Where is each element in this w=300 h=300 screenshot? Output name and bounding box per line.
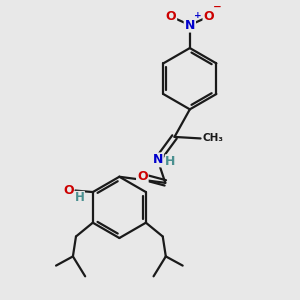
Text: O: O [203,10,214,23]
Text: O: O [166,10,176,23]
Text: N: N [184,19,195,32]
Text: −: − [213,2,222,12]
Text: O: O [63,184,74,197]
Text: O: O [137,170,148,183]
Text: H: H [74,191,84,205]
Text: N: N [152,153,163,167]
Text: H: H [165,155,176,168]
Text: +: + [194,11,201,20]
Text: CH₃: CH₃ [202,134,224,143]
